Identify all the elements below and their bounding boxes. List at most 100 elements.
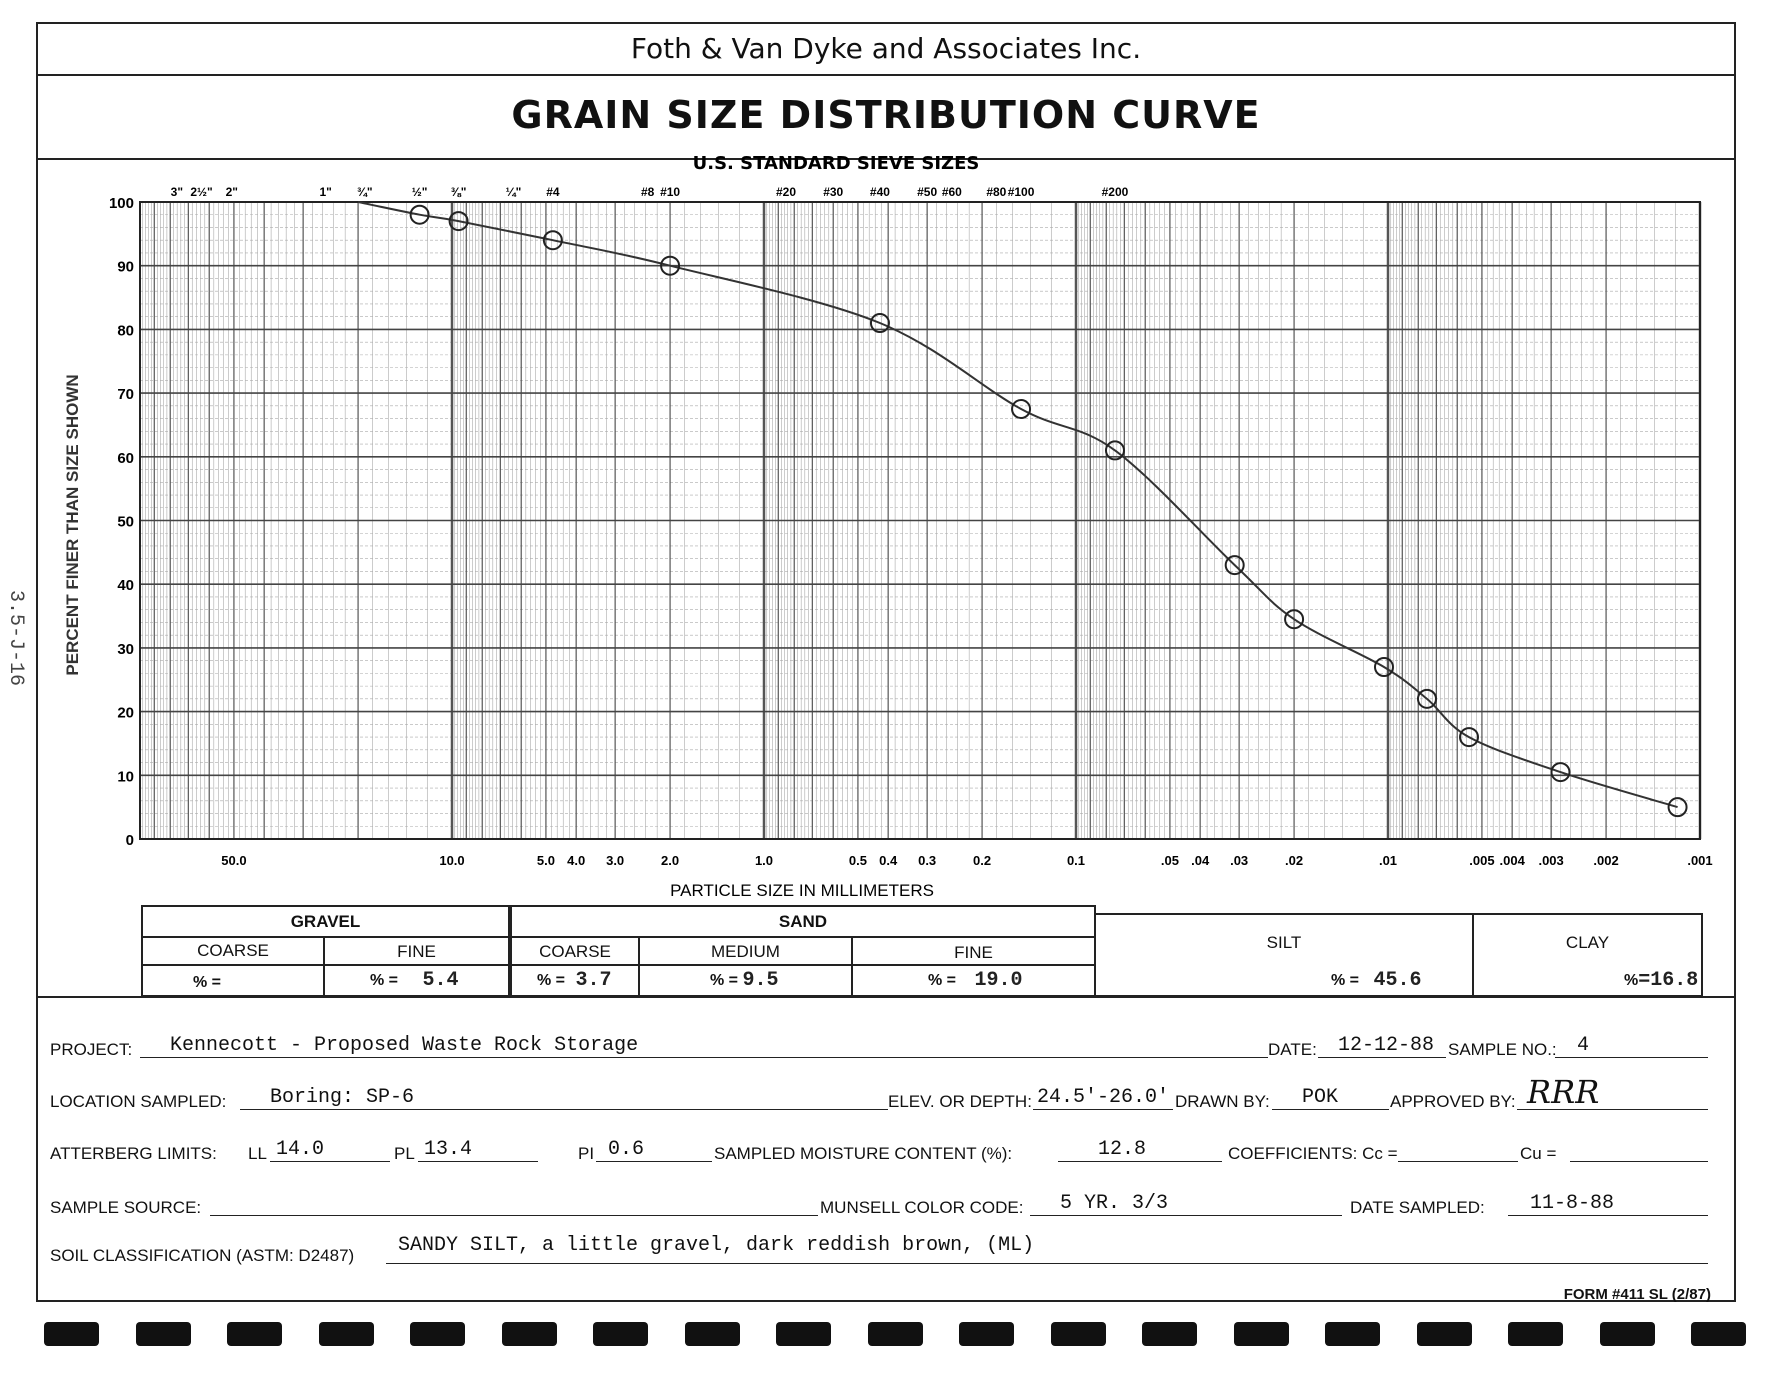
punch-mark	[1599, 1322, 1655, 1346]
date-sampled-field: 11-8-88	[1508, 1189, 1708, 1216]
punch-mark	[593, 1322, 648, 1346]
punch-mark	[1508, 1322, 1563, 1346]
y-tick-label: 10	[117, 768, 134, 785]
sand-coarse-header: COARSE	[510, 936, 640, 966]
x-tick-label: 2.0	[661, 853, 679, 868]
pl-field: 13.4	[418, 1135, 538, 1162]
y-tick-label: 90	[117, 259, 134, 276]
x-tick-label: 0.3	[918, 853, 936, 868]
y-tick-label: 50	[117, 514, 134, 531]
drawn-by-field: POK	[1272, 1083, 1389, 1110]
y-tick-labels: 0 10 20 30 40 50 60 70 80 90 100	[109, 195, 134, 849]
sieve-tick-label: 2"	[226, 185, 238, 199]
clay-header: CLAY	[1472, 913, 1703, 966]
sieve-tick-label: #60	[942, 185, 962, 199]
plot-frame	[139, 201, 1701, 840]
x-tick-label: .002	[1593, 853, 1618, 868]
company-name: Foth & Van Dyke and Associates Inc.	[38, 24, 1734, 76]
document-code: 3.5-J-16	[4, 590, 27, 687]
cu-field	[1570, 1135, 1708, 1162]
date-label: DATE:	[1268, 1040, 1317, 1059]
soil-class-row: SOIL CLASSIFICATION (ASTM: D2487) SANDY …	[50, 1228, 1710, 1268]
y-tick-label: 100	[109, 195, 134, 212]
clay-value: %=16.8	[1472, 964, 1703, 997]
x-tick-label: 5.0	[537, 853, 555, 868]
sieve-tick-label: #40	[870, 185, 890, 199]
grain-size-curve	[357, 201, 1678, 809]
section-divider	[36, 996, 1736, 998]
location-label: LOCATION SAMPLED:	[50, 1092, 227, 1111]
chart-grid-major	[140, 201, 1702, 840]
data-point	[409, 204, 430, 225]
gravel-coarse-header: COARSE	[141, 936, 325, 966]
page-title: GRAIN SIZE DISTRIBUTION CURVE	[38, 76, 1734, 160]
punch-mark	[867, 1322, 923, 1346]
data-point	[448, 211, 469, 232]
source-row: SAMPLE SOURCE: MUNSELL COLOR CODE: 5 YR.…	[50, 1180, 1710, 1220]
sieve-tick-label: ¾"	[357, 185, 373, 199]
elev-label: ELEV. OR DEPTH:	[888, 1092, 1032, 1111]
x-tick-label: .01	[1379, 853, 1397, 868]
y-tick-label: 30	[117, 641, 134, 658]
x-tick-label: 50.0	[221, 853, 246, 868]
punch-mark	[1416, 1322, 1472, 1346]
date-field: 12-12-88	[1318, 1031, 1446, 1058]
x-tick-label: 0.1	[1067, 853, 1085, 868]
punch-mark	[959, 1322, 1014, 1346]
date-sampled-label: DATE SAMPLED:	[1350, 1198, 1485, 1217]
sample-no-label: SAMPLE NO.:	[1448, 1040, 1557, 1059]
silt-header: SILT	[1094, 913, 1474, 966]
grain-size-chart: U.S. STANDARD SIEVE SIZES PERCENT FINER …	[63, 153, 1713, 900]
sieve-tick-label: #100	[1008, 185, 1035, 199]
munsell-field: 5 YR. 3/3	[1030, 1189, 1342, 1216]
x-tick-label: 0.5	[849, 853, 867, 868]
data-point	[1373, 657, 1394, 678]
data-point	[1284, 609, 1305, 630]
sample-no-field: 4	[1555, 1031, 1708, 1058]
atterberg-row: ATTERBERG LIMITS: LL 14.0 PL 13.4 PI 0.6…	[50, 1126, 1710, 1166]
form-number: FORM #411 SL (2/87)	[1563, 1286, 1711, 1303]
data-point	[1224, 555, 1245, 576]
sample-source-label: SAMPLE SOURCE:	[50, 1198, 202, 1217]
sieve-tick-label: #30	[823, 185, 843, 199]
punch-mark	[1233, 1322, 1289, 1346]
sieve-tick-label: #20	[776, 185, 796, 199]
y-tick-label: 20	[117, 705, 134, 722]
punch-mark	[1325, 1322, 1380, 1346]
punch-mark	[684, 1322, 740, 1346]
y-tick-label: 0	[126, 832, 134, 849]
punch-mark	[227, 1322, 282, 1346]
sand-medium-header: MEDIUM	[638, 936, 853, 966]
sieve-tick-label: #10	[660, 185, 680, 199]
punch-mark	[776, 1322, 831, 1346]
form-frame: Foth & Van Dyke and Associates Inc. GRAI…	[36, 22, 1736, 1302]
sieve-tick-label: #4	[546, 185, 560, 199]
x-tick-label: .05	[1161, 853, 1179, 868]
punch-mark	[501, 1322, 557, 1346]
project-label: PROJECT:	[50, 1040, 133, 1059]
data-point	[869, 313, 890, 334]
approved-by-label: APPROVED BY:	[1390, 1092, 1516, 1111]
location-row: LOCATION SAMPLED: Boring: SP-6 ELEV. OR …	[50, 1073, 1710, 1114]
soil-class-field: SANDY SILT, a little gravel, dark reddis…	[386, 1234, 1708, 1264]
punch-mark	[318, 1322, 374, 1346]
soil-class-label: SOIL CLASSIFICATION (ASTM: D2487)	[50, 1246, 355, 1265]
data-point	[1416, 688, 1437, 709]
coefficients-label: COEFFICIENTS: Cc =	[1228, 1144, 1398, 1163]
sand-medium-value: % = 9.5	[638, 964, 853, 997]
sand-fine-value: % = 19.0	[851, 964, 1096, 997]
x-tick-label: .004	[1500, 853, 1526, 868]
punch-mark	[44, 1322, 99, 1346]
elev-field: 24.5'-26.0'	[1033, 1083, 1173, 1110]
cu-label: Cu =	[1520, 1144, 1557, 1163]
x-tick-label: 10.0	[439, 853, 464, 868]
punch-mark	[135, 1322, 191, 1346]
y-tick-label: 60	[117, 450, 134, 467]
sieve-tick-label: ⅜"	[451, 185, 467, 199]
pi-field: 0.6	[596, 1135, 712, 1162]
approved-by-field: RRR	[1517, 1073, 1708, 1111]
sieve-tick-label: ¼"	[506, 185, 522, 199]
drawn-by-label: DRAWN BY:	[1175, 1092, 1270, 1111]
x-tick-label: .005	[1469, 853, 1494, 868]
cc-field	[1398, 1135, 1518, 1162]
